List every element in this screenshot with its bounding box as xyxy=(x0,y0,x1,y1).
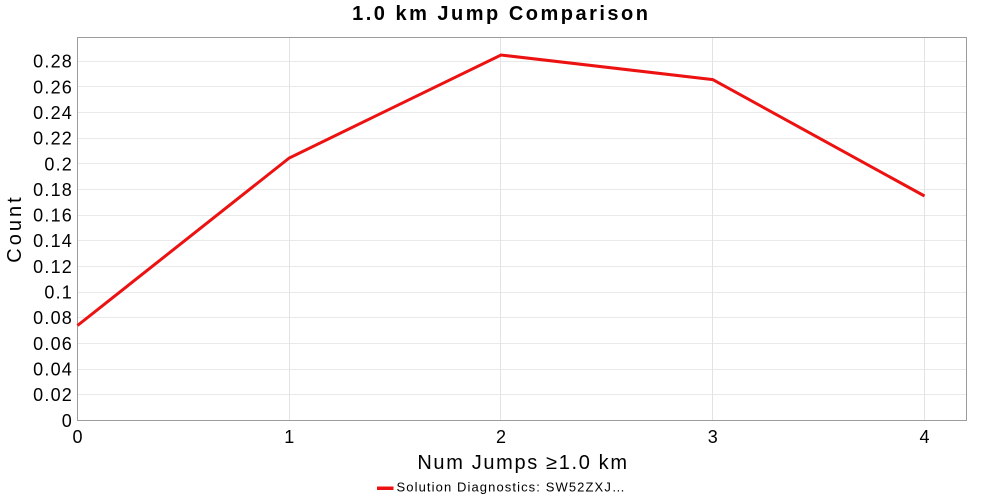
svg-text:0.08: 0.08 xyxy=(33,308,73,328)
svg-text:0.02: 0.02 xyxy=(33,385,73,405)
svg-text:2: 2 xyxy=(496,427,506,447)
svg-text:0.14: 0.14 xyxy=(33,231,73,251)
svg-text:0.22: 0.22 xyxy=(33,129,73,149)
svg-text:0: 0 xyxy=(62,411,73,431)
svg-text:Solution Diagnostics: SW52ZXJ…: Solution Diagnostics: SW52ZXJ… xyxy=(397,479,627,494)
svg-text:3: 3 xyxy=(708,427,718,447)
svg-text:Count: Count xyxy=(4,194,26,262)
svg-text:0.12: 0.12 xyxy=(33,257,73,277)
svg-text:0: 0 xyxy=(72,427,82,447)
svg-text:4: 4 xyxy=(919,427,929,447)
svg-text:0.26: 0.26 xyxy=(33,77,73,97)
svg-text:0.28: 0.28 xyxy=(33,52,73,72)
svg-text:0.1: 0.1 xyxy=(44,283,73,303)
svg-text:0.2: 0.2 xyxy=(44,154,73,174)
svg-text:0.06: 0.06 xyxy=(33,334,73,354)
svg-text:1.0 km Jump Comparison: 1.0 km Jump Comparison xyxy=(352,3,650,25)
svg-text:0.16: 0.16 xyxy=(33,206,73,226)
svg-text:1: 1 xyxy=(284,427,294,447)
svg-text:0.24: 0.24 xyxy=(33,103,73,123)
svg-text:0.18: 0.18 xyxy=(33,180,73,200)
svg-text:0.04: 0.04 xyxy=(33,360,73,380)
svg-text:Num Jumps ≥1.0 km: Num Jumps ≥1.0 km xyxy=(417,452,628,474)
